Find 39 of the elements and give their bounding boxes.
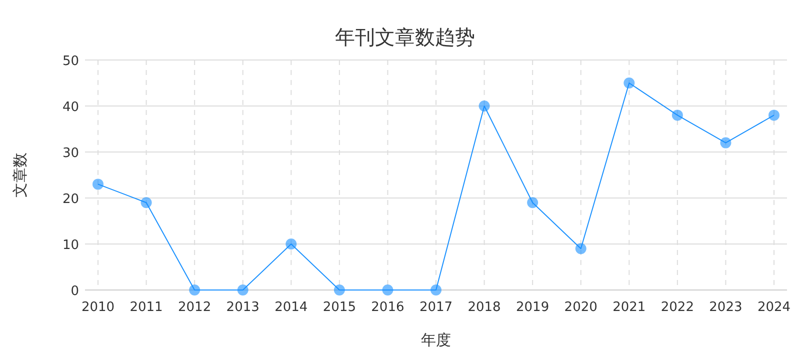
point bbox=[92, 178, 104, 190]
x-tick-label: 2011 bbox=[130, 300, 163, 315]
y-tick-label: 0 bbox=[70, 284, 79, 299]
x-tick-label: 2016 bbox=[371, 300, 404, 315]
x-tick-label: 2024 bbox=[757, 300, 791, 315]
x-tick-label: 2021 bbox=[612, 300, 646, 315]
x-tick-label: 2018 bbox=[468, 300, 501, 315]
x-axis-title: 年度 bbox=[421, 331, 451, 349]
x-tick-label: 2013 bbox=[226, 300, 260, 315]
x-tick-label: 2014 bbox=[274, 300, 308, 315]
x-tick-label: 2012 bbox=[178, 300, 212, 315]
y-tick-label: 30 bbox=[62, 146, 79, 161]
point bbox=[527, 197, 538, 208]
point bbox=[189, 284, 200, 296]
point bbox=[478, 100, 490, 112]
y-tick-label: 50 bbox=[62, 54, 79, 69]
chart-title: 年刊文章数趋势 bbox=[335, 25, 475, 49]
point bbox=[624, 78, 635, 88]
point bbox=[382, 284, 394, 296]
y-tick-label: 10 bbox=[62, 238, 79, 253]
point bbox=[720, 137, 732, 148]
point bbox=[672, 110, 683, 121]
x-tick-label: 2017 bbox=[419, 300, 453, 315]
x-tick-label: 2022 bbox=[660, 300, 694, 315]
x-tick-label: 2010 bbox=[81, 300, 115, 315]
point bbox=[286, 238, 297, 250]
x-tick-label: 2019 bbox=[516, 300, 550, 315]
y-tick-label: 40 bbox=[62, 100, 79, 115]
x-tick-label: 2020 bbox=[564, 300, 598, 315]
point bbox=[768, 110, 780, 121]
x-tick-label: 2015 bbox=[322, 300, 356, 315]
x-tick-label: 2023 bbox=[709, 300, 742, 315]
point bbox=[575, 243, 586, 254]
point bbox=[334, 284, 345, 296]
point bbox=[140, 197, 152, 208]
y-axis-title: 文章数 bbox=[11, 152, 29, 198]
point bbox=[430, 284, 442, 296]
point bbox=[237, 284, 248, 296]
y-tick-label: 20 bbox=[62, 192, 79, 207]
